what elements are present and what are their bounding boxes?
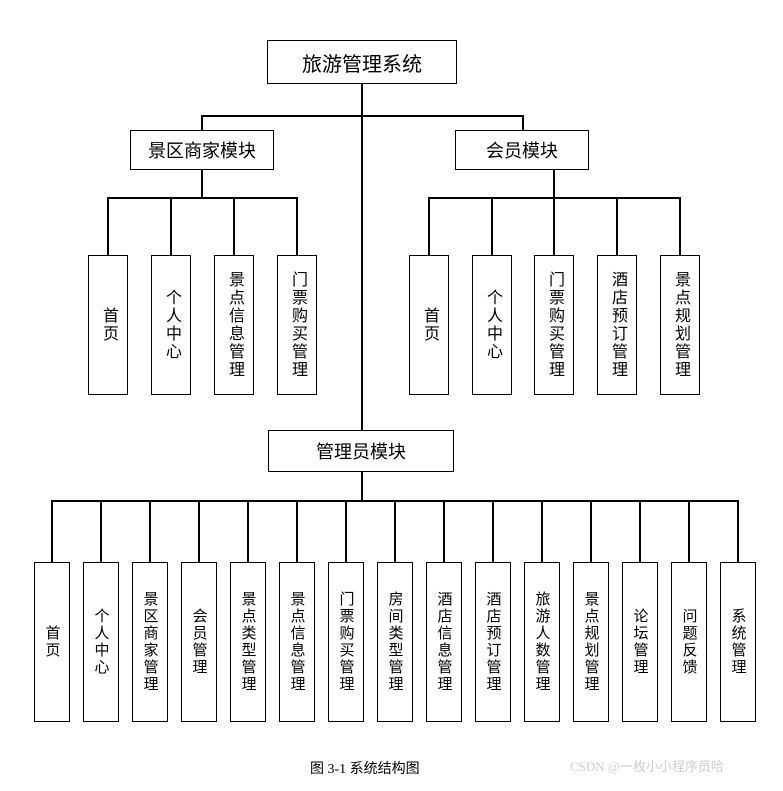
leaf-box: 门票购买管理 — [277, 255, 317, 395]
connector — [198, 500, 200, 562]
connector — [616, 197, 618, 255]
connector — [107, 197, 297, 199]
leaf-box: 首页 — [409, 255, 449, 395]
leaf-box: 景点信息管理 — [214, 255, 254, 395]
connector — [296, 197, 298, 255]
connector — [361, 130, 363, 430]
leaf-box: 系统管理 — [720, 562, 756, 722]
connector — [149, 500, 151, 562]
connector — [553, 197, 555, 255]
connector — [639, 500, 641, 562]
connector — [492, 500, 494, 562]
connector — [247, 500, 249, 562]
connector — [443, 500, 445, 562]
watermark-text: CSDN @一枚小小程序员哈 — [570, 756, 724, 775]
connector — [394, 500, 396, 562]
module-box-member: 会员模块 — [455, 130, 589, 170]
leaf-box: 首页 — [34, 562, 70, 722]
leaf-box: 酒店信息管理 — [426, 562, 462, 722]
connector — [737, 500, 739, 562]
connector — [361, 84, 363, 130]
connector — [428, 197, 430, 255]
root-box: 旅游管理系统 — [267, 40, 457, 84]
leaf-box: 门票购买管理 — [328, 562, 364, 722]
connector — [296, 500, 298, 562]
connector — [679, 197, 681, 255]
connector — [491, 197, 493, 255]
module-box-admin: 管理员模块 — [268, 430, 454, 472]
connector — [688, 500, 690, 562]
figure-caption: 图 3-1 系统结构图 — [310, 758, 420, 778]
leaf-box: 旅游人数管理 — [524, 562, 560, 722]
connector — [522, 115, 524, 130]
leaf-box: 论坛管理 — [622, 562, 658, 722]
leaf-box: 个人中心 — [472, 255, 512, 395]
connector — [201, 170, 203, 197]
leaf-box: 酒店预订管理 — [597, 255, 637, 395]
connector — [100, 500, 102, 562]
connector — [201, 115, 203, 130]
leaf-box: 景点规划管理 — [573, 562, 609, 722]
leaf-box: 个人中心 — [83, 562, 119, 722]
leaf-box: 房间类型管理 — [377, 562, 413, 722]
connector — [51, 500, 53, 562]
org-chart-diagram: 旅游管理系统 景区商家模块 首页 个人中心 景点信息管理 门票购买管理 会员模块… — [10, 10, 773, 781]
leaf-box: 景点类型管理 — [230, 562, 266, 722]
connector — [201, 115, 523, 117]
connector — [553, 170, 555, 197]
leaf-box: 首页 — [88, 255, 128, 395]
leaf-box: 问题反馈 — [671, 562, 707, 722]
connector — [170, 197, 172, 255]
connector — [361, 472, 363, 500]
leaf-box: 门票购买管理 — [534, 255, 574, 395]
module-box-merchant: 景区商家模块 — [130, 130, 274, 170]
connector — [107, 197, 109, 255]
connector — [345, 500, 347, 562]
leaf-box: 酒店预订管理 — [475, 562, 511, 722]
leaf-box: 个人中心 — [151, 255, 191, 395]
leaf-box: 会员管理 — [181, 562, 217, 722]
connector — [590, 500, 592, 562]
leaf-box: 景点规划管理 — [660, 255, 700, 395]
leaf-box: 景区商家管理 — [132, 562, 168, 722]
leaf-box: 景点信息管理 — [279, 562, 315, 722]
connector — [541, 500, 543, 562]
connector — [233, 197, 235, 255]
